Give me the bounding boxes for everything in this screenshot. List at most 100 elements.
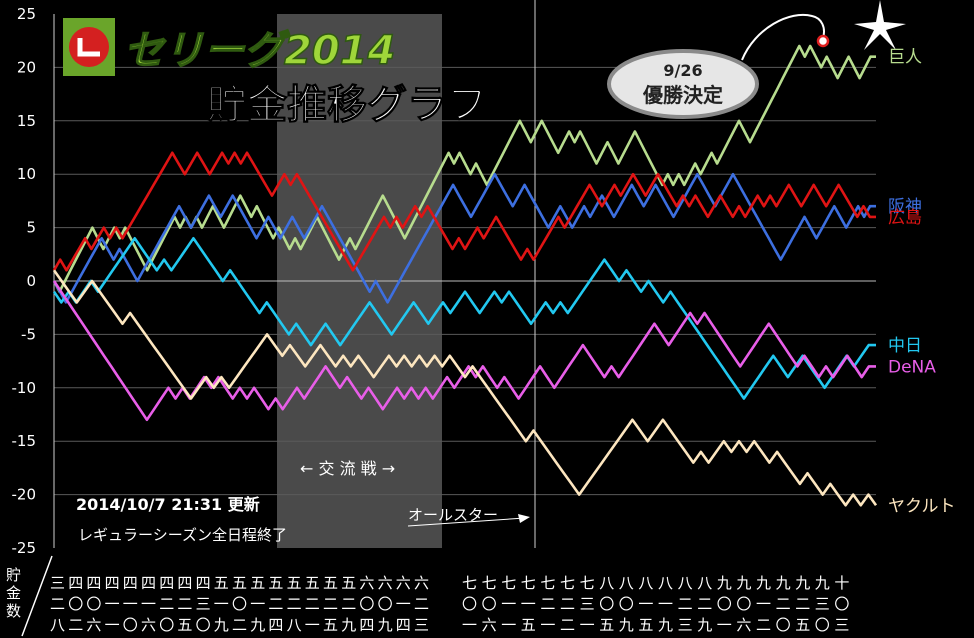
date-label-char: 〇 [123,616,138,634]
date-label-char: 四 [141,574,156,592]
date-label-char: 〇 [232,595,247,613]
date-label-char: 〇 [717,595,732,613]
status-text: レギュラーシーズン全日程終了 [78,526,287,544]
date-label-char: 六 [86,616,101,634]
date-label-char: 五 [305,574,320,592]
date-label-char: 六 [378,574,393,592]
date-label-char: 〇 [736,595,751,613]
date-label-char: 八 [50,616,65,634]
date-label-char: 四 [105,574,120,592]
date-label-char: 八 [697,574,712,592]
date-label-char: 六 [482,616,497,634]
series-line [52,151,876,272]
date-label-char: 二 [540,595,555,613]
series-label: 巨人 [888,48,922,68]
y-title-char: 金 [6,584,21,602]
date-label-char: 六 [141,616,156,634]
date-label-char: 五 [268,574,283,592]
date-label-char: 五 [250,574,265,592]
date-label-char: 八 [678,574,693,592]
series-line [52,237,876,400]
date-label-char: 四 [123,574,138,592]
clinch-date: 9/26 [663,61,702,80]
y-tick-label: 15 [17,112,36,130]
date-label-char: 一 [540,616,555,634]
y-tick-label: 25 [17,5,36,23]
date-label-char: 〇 [599,595,614,613]
title-main: 貯金推移グラフ [207,82,487,128]
date-label-char: 九 [250,616,265,634]
date-label-char: 九 [776,574,791,592]
date-label-char: 一 [521,595,536,613]
date-label-char: 八 [599,574,614,592]
date-label-char: 八 [658,574,673,592]
date-label-char: 一 [123,595,138,613]
date-label-char: 〇 [68,595,83,613]
date-label-char: 五 [323,616,338,634]
date-label-char: 一 [250,595,265,613]
date-label-char: 一 [756,595,771,613]
series-line [52,269,878,507]
y-tick-label: 0 [26,272,36,290]
date-label-char: 一 [462,616,477,634]
date-label-char: 一 [501,616,516,634]
y-axis-title: 貯金数 [6,566,21,620]
date-label-char: 〇 [619,595,634,613]
sparkle-icon [854,0,906,50]
date-label-char: 三 [580,595,595,613]
date-label-char: 二 [50,595,65,613]
date-label-char: 四 [68,574,83,592]
date-label-char: 四 [396,616,411,634]
date-label-char: 三 [50,574,65,592]
date-label-char: 九 [795,574,810,592]
date-label-char: 一 [105,595,120,613]
date-label-char: 四 [159,574,174,592]
date-label-char: 二 [305,595,320,613]
y-tick-label: 20 [17,58,36,76]
date-label-char: 七 [482,574,497,592]
date-label-char: 七 [540,574,555,592]
date-label-char: 一 [638,595,653,613]
date-label-char: 〇 [159,616,174,634]
date-label-char: 一 [717,616,732,634]
date-label-char: 三 [834,616,849,634]
date-label-char: 九 [717,574,732,592]
date-label-char: 九 [378,616,393,634]
date-label-char: 一 [396,595,411,613]
date-label-char: 五 [521,616,536,634]
y-tick-label: 5 [26,219,36,237]
date-label-char: 二 [414,595,429,613]
callout-connector [741,13,825,61]
date-label-char: 〇 [378,595,393,613]
date-label-char: 〇 [482,595,497,613]
date-label-char: 五 [214,574,229,592]
allstar-arrow-icon [518,514,530,523]
series-label: 阪神 [888,197,922,217]
date-label-char: 四 [268,616,283,634]
date-label-char: 〇 [359,595,374,613]
y-tick-label: -25 [12,539,37,557]
date-label-char: 四 [86,574,101,592]
date-label-char: 一 [141,595,156,613]
y-tick-label: -20 [12,486,37,504]
series-group [52,44,878,507]
logo-ball-icon [69,27,109,67]
date-label-char: 〇 [776,616,791,634]
date-label-char: 〇 [834,595,849,613]
date-label-char: 七 [521,574,536,592]
series-label: 広島 [888,208,922,228]
date-label-char: 八 [619,574,634,592]
date-label-char: 五 [795,616,810,634]
date-label-char: 九 [619,616,634,634]
date-label-char: 二 [177,595,192,613]
date-label-char: 二 [756,616,771,634]
date-label-char: 二 [159,595,174,613]
date-label-char: 三 [196,595,211,613]
series-label: 中日 [888,336,922,356]
date-label-char: 八 [638,574,653,592]
date-label-char: 一 [305,616,320,634]
date-header-slash [21,555,53,637]
date-label-char: 一 [214,595,229,613]
